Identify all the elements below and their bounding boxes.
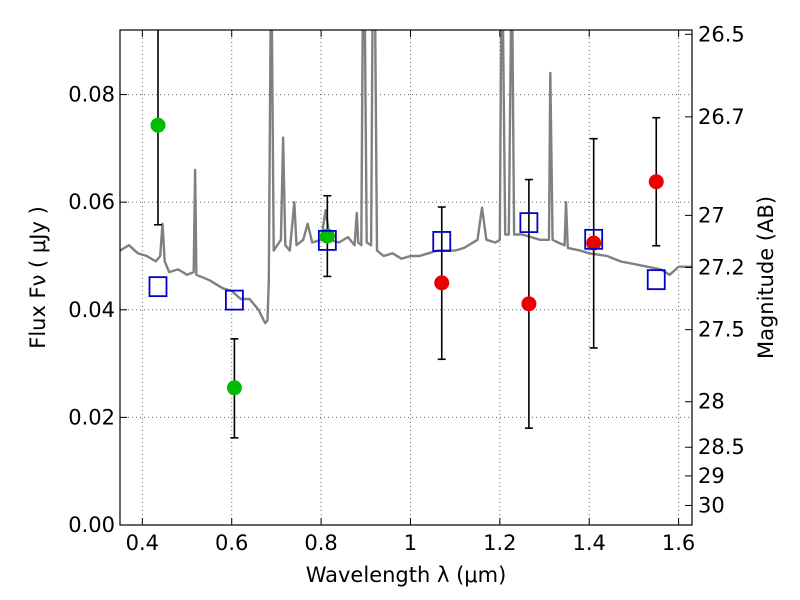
x-axis-label: Wavelength λ (μm) [306, 563, 507, 587]
y-tick-label: 0.06 [68, 190, 115, 214]
y-tick-label: 0.08 [68, 83, 115, 107]
y2-tick-label: 28.5 [698, 435, 745, 459]
y2-tick-label: 30 [698, 493, 725, 517]
x-tick-label: 1.2 [483, 531, 516, 555]
x-tick-label: 0.6 [215, 531, 248, 555]
x-tick-label: 1 [404, 531, 417, 555]
markers [148, 117, 666, 396]
ticks: 0.4 0.6 0.8 1 1.2 1.4 1.6 0.00 0.02 0.04 0.06 0.08 2… [68, 22, 745, 555]
red-data-point [434, 275, 450, 291]
green-data-point [319, 228, 335, 244]
model-spectrum [120, 30, 692, 325]
model-photometry-square [584, 228, 604, 250]
x-tick-label: 0.4 [126, 531, 159, 555]
x-tick-label: 1.6 [662, 531, 695, 555]
model-spectrum-line [120, 30, 692, 325]
y2-tick-label: 27.2 [698, 255, 745, 279]
model-photometry-square [432, 231, 452, 252]
green-data-point [226, 380, 242, 396]
x-tick-label: 1.4 [573, 531, 606, 555]
red-data-point [586, 235, 602, 251]
model-photometry-square [646, 269, 666, 291]
y2-tick-label: 29 [698, 464, 725, 488]
y2-tick-label: 26.7 [698, 105, 745, 129]
y-tick-label: 0.02 [68, 405, 115, 429]
green-data-point [150, 117, 166, 133]
y2-tick-label: 27.5 [698, 318, 745, 342]
model-photometry-square [519, 212, 539, 234]
y2-tick-label: 28 [698, 390, 725, 414]
y2-tick-label: 27 [698, 203, 725, 227]
model-photometry-square [148, 276, 168, 298]
y2-axis-label: Magnitude (AB) [754, 196, 778, 359]
y-tick-label: 0.00 [68, 513, 115, 537]
y-tick-label: 0.04 [68, 298, 115, 322]
model-photometry-square [317, 229, 337, 251]
red-data-point [521, 296, 537, 312]
x-tick-label: 0.8 [304, 531, 337, 555]
red-data-point [648, 174, 664, 190]
y2-tick-label: 26.5 [698, 22, 745, 46]
plot-frame [119, 29, 693, 526]
y-axis-label: Flux Fν ( μJy ) [26, 206, 50, 349]
model-photometry-square [224, 289, 244, 311]
